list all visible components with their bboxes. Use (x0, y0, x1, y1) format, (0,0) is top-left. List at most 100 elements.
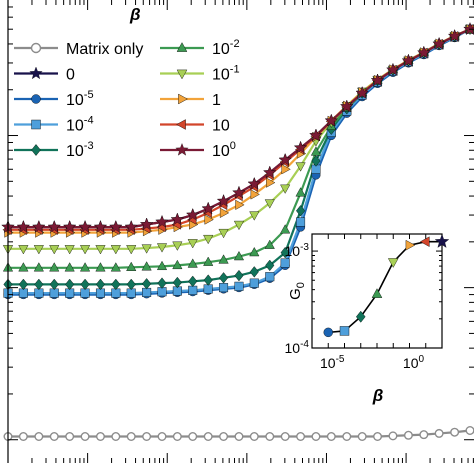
data-point (463, 22, 474, 35)
data-point (49, 278, 59, 291)
data-point (203, 432, 213, 442)
data-point (266, 177, 276, 188)
legend-marker (31, 119, 41, 130)
data-point (33, 245, 44, 255)
data-point (203, 256, 214, 266)
data-point (126, 261, 137, 271)
legend-marker (176, 119, 186, 130)
data-point (295, 187, 306, 197)
data-point (111, 288, 121, 298)
data-point (95, 432, 105, 442)
data-point (65, 278, 75, 291)
data-point (219, 432, 229, 442)
data-point (18, 288, 28, 298)
data-point (141, 244, 152, 254)
data-point (249, 246, 260, 257)
data-point (188, 275, 198, 288)
data-point (249, 211, 260, 221)
data-point (203, 274, 213, 286)
data-point (434, 428, 444, 438)
data-point (33, 262, 44, 272)
data-point (142, 278, 152, 290)
inset-point-10-2 (371, 288, 383, 298)
data-point (18, 245, 29, 255)
data-point (249, 266, 259, 278)
data-point (111, 278, 121, 291)
data-point (78, 220, 92, 233)
main-axes (7, 0, 474, 463)
data-point (340, 99, 354, 113)
data-point (465, 425, 474, 435)
data-point (93, 220, 108, 233)
data-point (188, 432, 198, 442)
data-point (311, 155, 321, 167)
data-point (156, 243, 168, 253)
data-point (417, 45, 431, 59)
data-point (233, 251, 245, 261)
series-markers-matrix-only (3, 425, 474, 442)
data-point (247, 177, 261, 190)
inset-point-1 (405, 239, 416, 251)
data-point (172, 432, 182, 442)
legend-marker (176, 69, 188, 80)
data-point (203, 284, 213, 294)
data-point (80, 288, 90, 298)
data-point (419, 430, 429, 440)
data-point (155, 215, 169, 228)
data-point (234, 281, 244, 291)
data-point (250, 189, 260, 200)
data-point (342, 432, 352, 442)
data-point (172, 276, 182, 289)
data-point (80, 245, 91, 255)
data-point (309, 128, 323, 142)
data-point (296, 432, 306, 442)
data-point (95, 245, 106, 255)
inset-markers (323, 234, 450, 338)
data-point (235, 199, 245, 210)
data-point (432, 37, 446, 50)
data-point (47, 220, 61, 233)
data-point (373, 432, 383, 442)
data-point (278, 153, 292, 166)
data-point (170, 212, 184, 226)
data-point (280, 432, 290, 442)
data-point (95, 278, 106, 291)
inset-point-10-1 (387, 258, 399, 268)
inset-point-10 (419, 236, 430, 247)
data-point (201, 201, 215, 215)
data-point (141, 261, 152, 271)
data-point (187, 258, 198, 268)
data-point (249, 432, 259, 442)
data-point (64, 245, 75, 255)
data-point (324, 113, 338, 127)
legend-item-10-4: 10-4 (14, 115, 94, 135)
legend-label: 0 (66, 67, 75, 84)
data-point (142, 432, 152, 442)
data-point (126, 432, 136, 442)
data-point (355, 86, 369, 99)
legend-label: 10 (212, 118, 230, 135)
data-point (49, 432, 59, 442)
data-point (32, 220, 46, 233)
data-point (219, 207, 230, 218)
data-point (249, 278, 259, 288)
data-point (450, 427, 460, 437)
data-point (310, 146, 322, 156)
inset-point-100 (434, 234, 450, 248)
data-point (326, 432, 336, 442)
data-point (280, 246, 290, 259)
data-point (34, 288, 44, 298)
data-point (265, 432, 275, 442)
legend-marker (29, 66, 43, 80)
data-point (126, 245, 137, 255)
legend-marker (30, 42, 42, 54)
legend-item-0: 0 (14, 67, 75, 84)
data-point (140, 217, 154, 231)
data-point (188, 285, 198, 295)
data-point (265, 272, 275, 282)
